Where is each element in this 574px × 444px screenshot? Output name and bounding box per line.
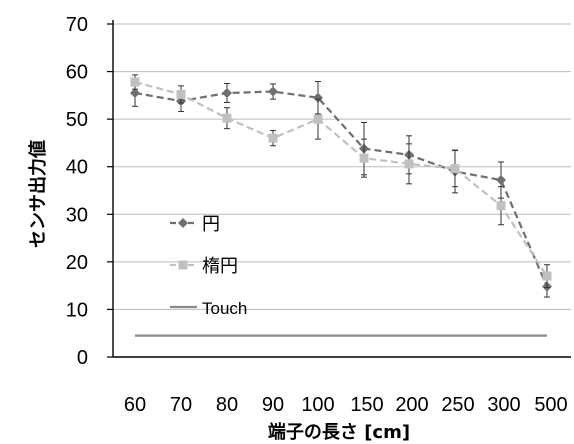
legend-item: 円 bbox=[170, 214, 220, 235]
data-point bbox=[496, 201, 506, 211]
data-point bbox=[404, 159, 414, 169]
y-tick-label: 60 bbox=[66, 62, 88, 84]
legend-marker bbox=[178, 260, 188, 270]
y-axis-label: センサ出力値 bbox=[27, 140, 49, 248]
legend-label: 円 bbox=[202, 214, 220, 235]
data-point bbox=[268, 133, 278, 143]
series-line bbox=[134, 80, 548, 277]
x-axis-label: 端子の長さ [cm] bbox=[268, 422, 410, 443]
legend-label: 楕円 bbox=[202, 256, 238, 277]
y-tick-label: 40 bbox=[66, 157, 88, 179]
legend-marker bbox=[178, 218, 188, 228]
data-point bbox=[313, 114, 323, 124]
x-tick-label: 150 bbox=[350, 394, 383, 416]
legend-item: 楕円 bbox=[170, 256, 238, 277]
legend-label: Touch bbox=[202, 299, 247, 318]
data-point bbox=[313, 92, 323, 103]
data-point bbox=[130, 87, 140, 98]
series-line bbox=[134, 90, 549, 288]
y-tick-label: 20 bbox=[66, 252, 88, 274]
data-point bbox=[268, 86, 278, 97]
x-tick-label: 60 bbox=[124, 394, 146, 416]
legend: 円楕円 Touch bbox=[170, 214, 247, 318]
grid-lines bbox=[113, 23, 571, 310]
data-point bbox=[542, 271, 552, 281]
x-tick-label: 500 bbox=[534, 394, 567, 416]
x-tick-label: 250 bbox=[441, 394, 474, 416]
x-tick-label: 90 bbox=[262, 394, 284, 416]
y-tick-label: 50 bbox=[66, 109, 88, 131]
data-point bbox=[222, 113, 232, 123]
legend-item: Touch bbox=[170, 299, 247, 318]
x-tick-label: 70 bbox=[170, 394, 192, 416]
y-tick-label: 70 bbox=[66, 14, 88, 36]
data-point bbox=[222, 87, 232, 98]
y-tick-label: 30 bbox=[66, 204, 88, 226]
y-axis-ticks: 0 10 20 30 40 50 60 70 bbox=[66, 14, 113, 369]
x-tick-label: 100 bbox=[301, 394, 334, 416]
y-tick-label: 0 bbox=[77, 347, 88, 369]
x-tick-label: 300 bbox=[487, 394, 520, 416]
data-point bbox=[130, 77, 140, 87]
x-tick-label: 80 bbox=[216, 394, 238, 416]
data-point bbox=[176, 89, 186, 99]
x-axis-ticks: 60 70 80 90 100 150 200 250 300 500 bbox=[124, 394, 568, 416]
data-point bbox=[496, 175, 506, 186]
data-point bbox=[450, 164, 460, 174]
axes bbox=[112, 20, 571, 358]
x-tick-label: 200 bbox=[395, 394, 428, 416]
y-tick-label: 10 bbox=[66, 299, 88, 321]
data-point bbox=[359, 153, 369, 163]
plot-area bbox=[130, 74, 552, 337]
series-1 bbox=[130, 74, 552, 289]
